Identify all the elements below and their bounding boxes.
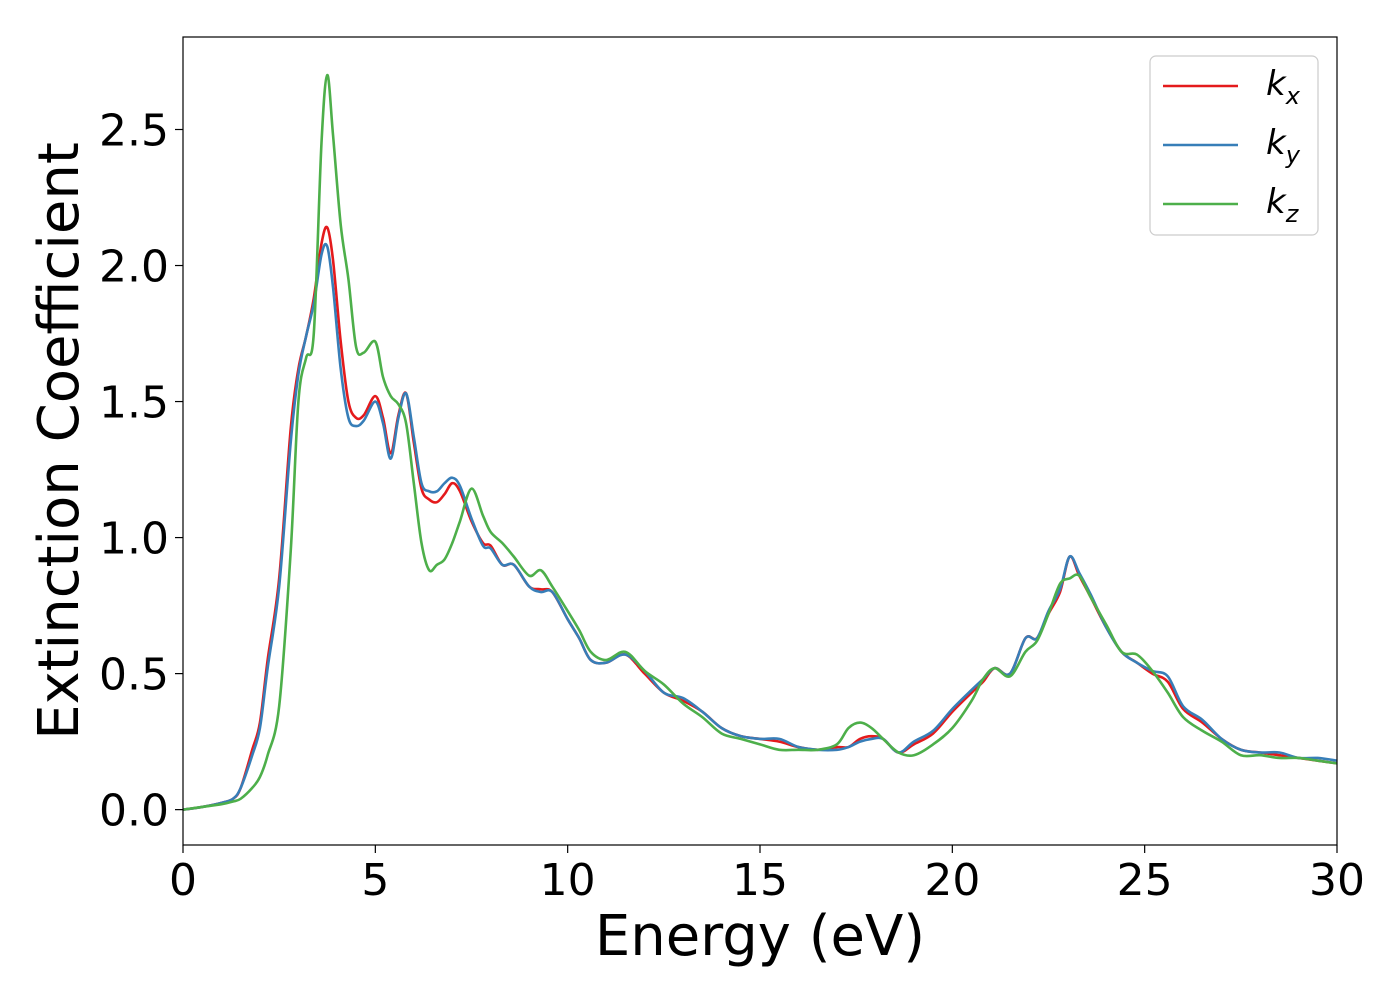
y-tick-label: 0.0 [99, 786, 169, 837]
x-axis-label: Energy (eV) [595, 904, 925, 969]
series-line-k-y [183, 242, 1337, 811]
y-tick-label: 0.5 [99, 650, 169, 701]
y-axis-ticks: 0.0 0.5 1.0 1.5 2.0 2.5 [99, 105, 183, 837]
y-tick-label: 1.5 [99, 378, 169, 429]
series-layer [183, 73, 1337, 811]
x-tick-label: 10 [540, 855, 596, 906]
y-tick-label: 1.0 [99, 514, 169, 565]
legend-label-k-y: ky [1266, 123, 1301, 169]
y-tick-label: 2.5 [99, 105, 169, 156]
legend: kx ky kz [1149, 55, 1319, 236]
x-tick-label: 15 [732, 855, 788, 906]
x-tick-label: 5 [361, 855, 389, 906]
x-axis-ticks: 0 5 10 15 20 25 30 [169, 845, 1365, 906]
y-axis-label: Extinction Coefficient [27, 142, 92, 740]
x-tick-label: 25 [1117, 855, 1173, 906]
legend-label-k-x: kx [1266, 64, 1301, 110]
x-tick-label: 30 [1309, 855, 1365, 906]
y-tick-label: 2.0 [99, 242, 169, 293]
x-tick-label: 0 [169, 855, 197, 906]
series-line-k-x [183, 225, 1337, 811]
series-line-k-z [183, 73, 1337, 811]
x-tick-label: 20 [924, 855, 980, 906]
legend-label-k-z: kz [1266, 182, 1300, 228]
